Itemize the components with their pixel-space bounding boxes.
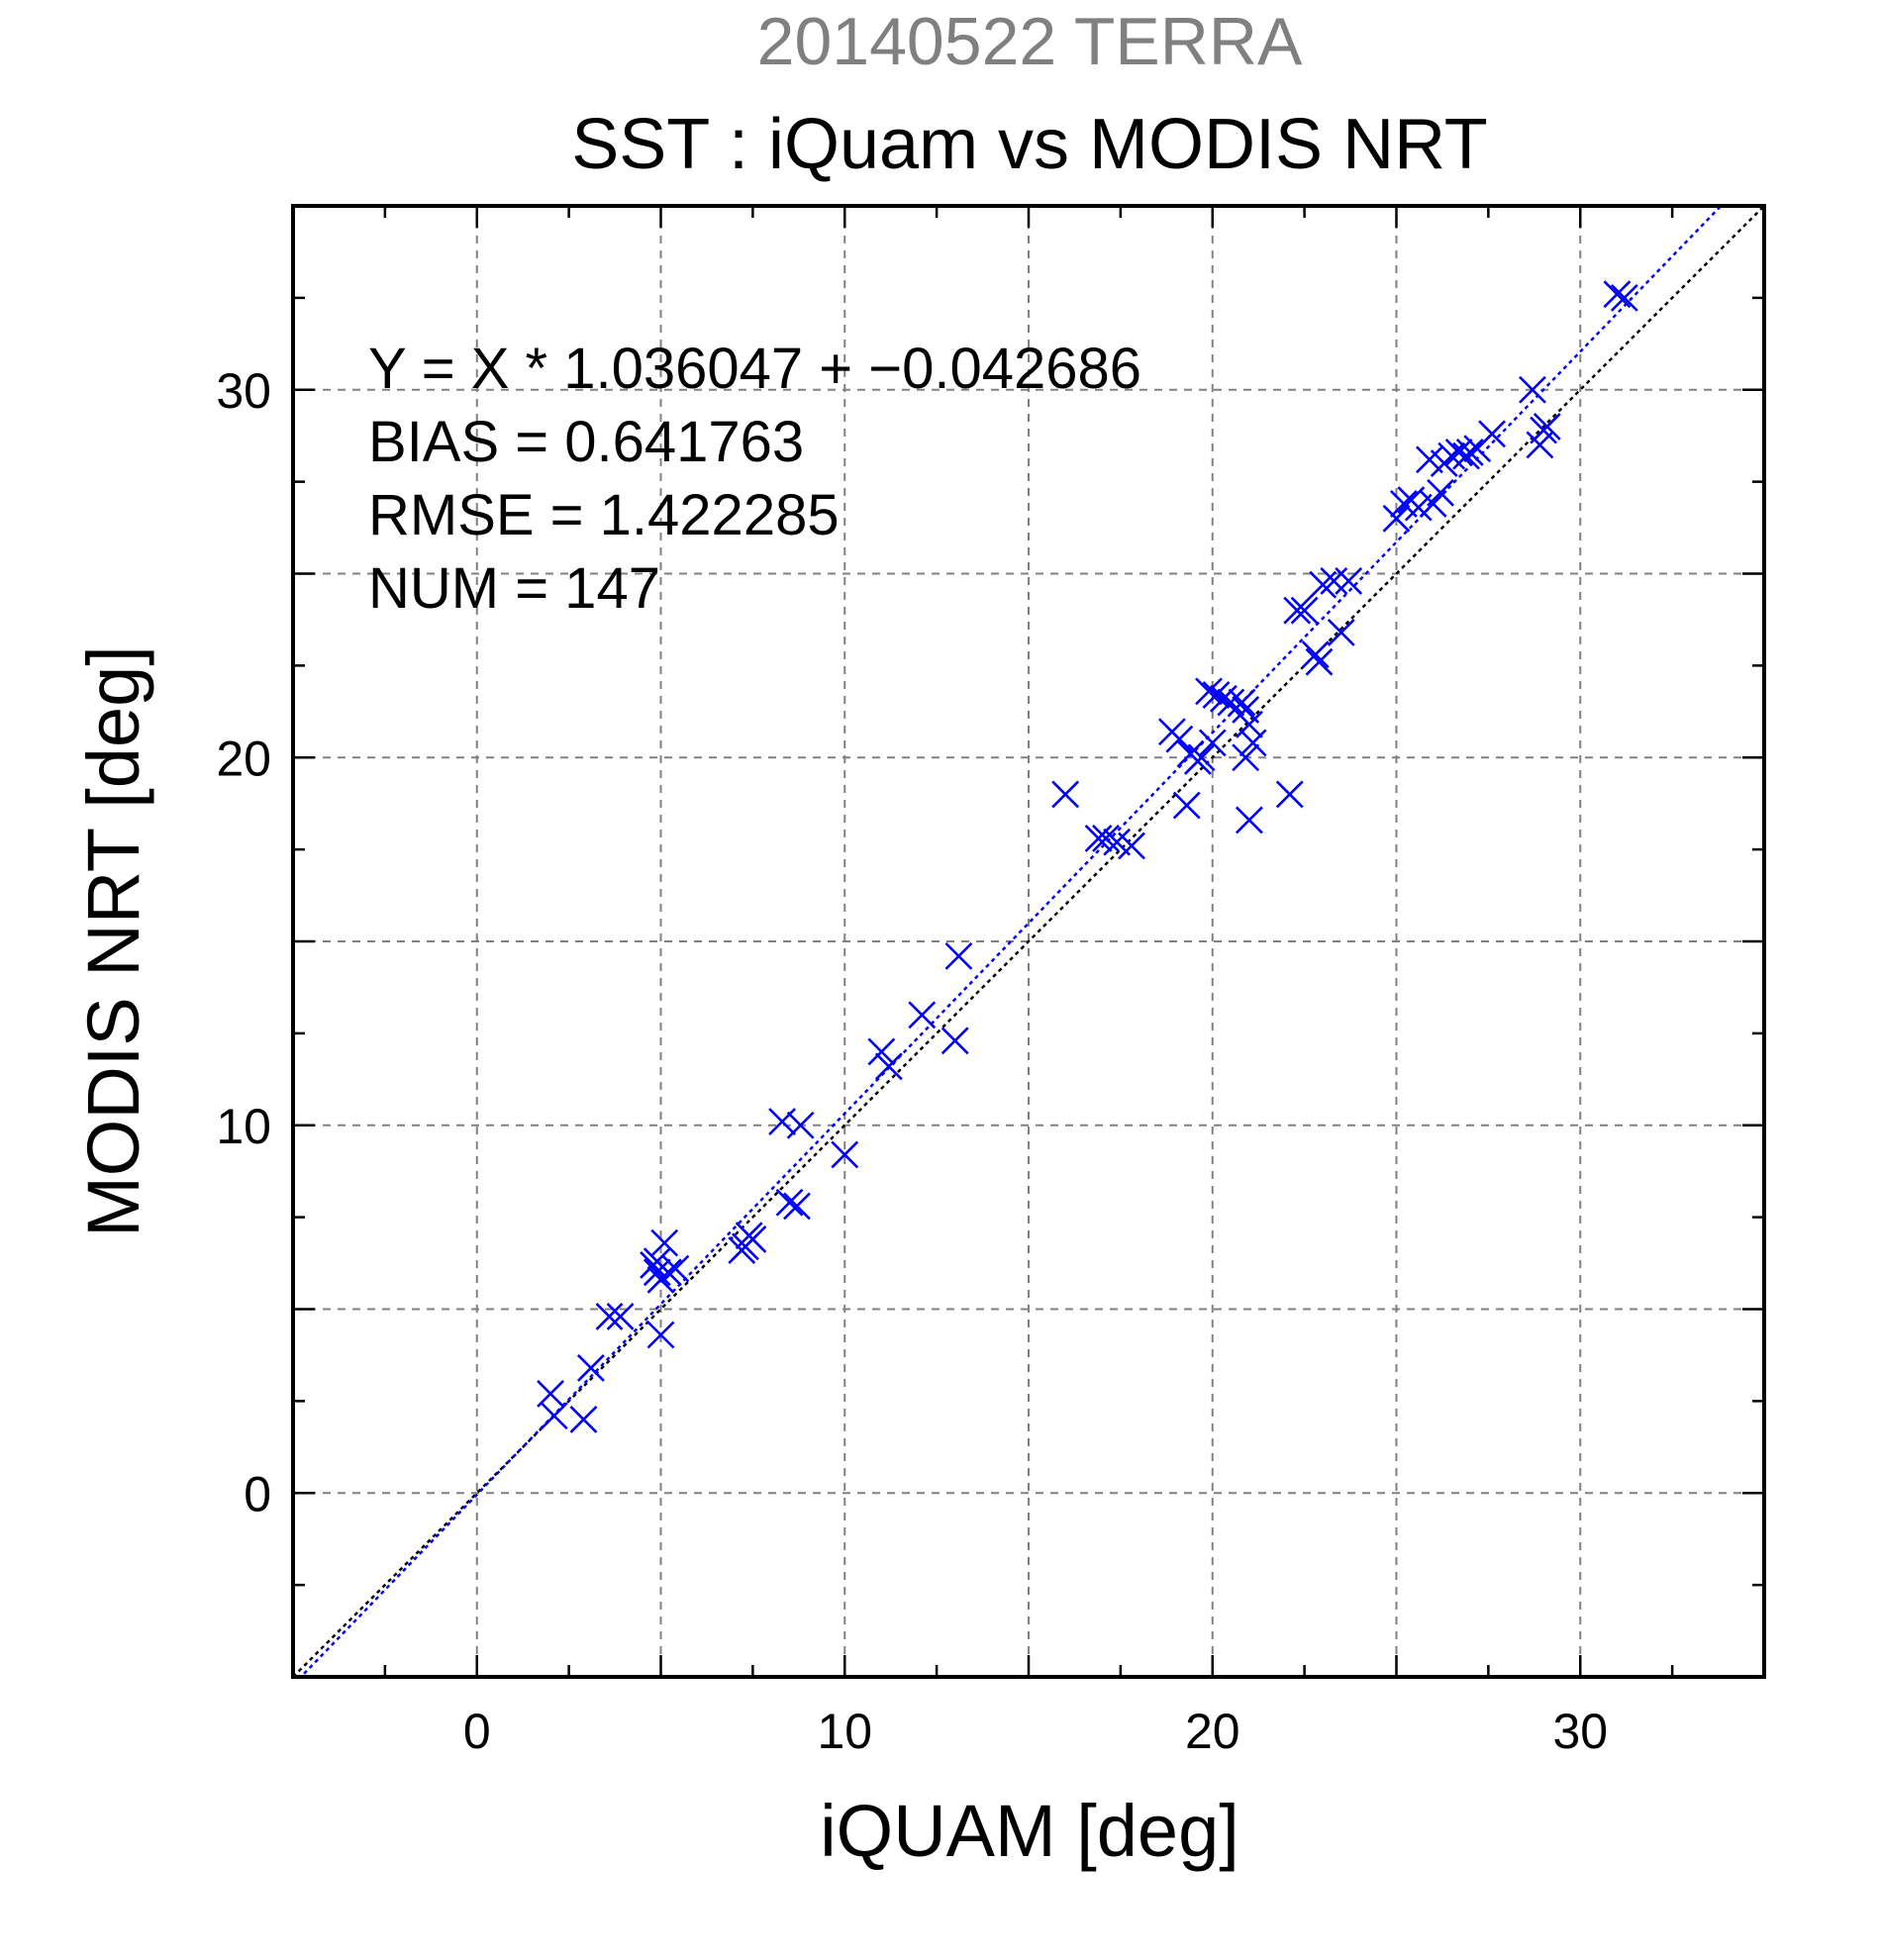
- stats-rmse: RMSE = 1.422285: [368, 483, 840, 547]
- data-point-marker: [1382, 504, 1411, 533]
- data-point-marker: [1195, 677, 1223, 706]
- stats-annotation: Y = X * 1.036047 + −0.042686 BIAS = 0.64…: [368, 337, 1141, 621]
- data-point-marker: [1235, 806, 1263, 834]
- data-point-marker: [1533, 412, 1561, 441]
- data-point-marker: [1444, 438, 1473, 466]
- data-point-marker: [1228, 688, 1256, 717]
- reference-lines: [293, 206, 1764, 1677]
- data-point-marker: [1327, 619, 1355, 646]
- data-point-marker: [595, 1303, 624, 1330]
- identity-line: [293, 206, 1764, 1677]
- data-point-marker: [1092, 825, 1120, 852]
- data-point-marker: [1283, 596, 1312, 625]
- data-point-marker: [1084, 825, 1113, 852]
- data-point-marker: [643, 1258, 671, 1287]
- data-point-marker: [1437, 441, 1466, 470]
- data-points: [537, 280, 1638, 1433]
- data-point-marker: [1202, 681, 1231, 710]
- data-point-marker: [908, 1001, 937, 1029]
- data-point-marker: [874, 1052, 903, 1081]
- data-point-marker: [867, 1037, 896, 1066]
- data-point-marker: [1209, 684, 1238, 713]
- data-point-marker: [1427, 478, 1454, 507]
- data-point-marker: [783, 1192, 811, 1221]
- data-point-marker: [1198, 729, 1227, 757]
- data-point-marker: [1290, 596, 1319, 625]
- data-point-marker: [1118, 832, 1145, 860]
- data-point-marker: [537, 1380, 564, 1408]
- x-tick-label: 0: [463, 1704, 491, 1759]
- data-point-marker: [646, 1321, 675, 1349]
- data-point-marker: [1051, 780, 1080, 809]
- grid-lines: [293, 206, 1764, 1677]
- data-point-marker: [786, 1111, 815, 1139]
- y-tick-label: 10: [216, 1099, 271, 1154]
- data-point-marker: [1478, 420, 1507, 448]
- data-point-marker: [944, 941, 973, 970]
- data-point-marker: [1275, 780, 1304, 809]
- chart-supertitle: 20140522 TERRA: [757, 4, 1303, 79]
- data-point-marker: [1455, 438, 1484, 466]
- data-point-marker: [1305, 647, 1334, 676]
- x-tick-label: 30: [1552, 1704, 1608, 1759]
- x-tick-label: 20: [1185, 1704, 1240, 1759]
- x-axis-label: iQUAM [deg]: [820, 1790, 1239, 1872]
- plot-frame: [291, 204, 1766, 1679]
- data-point-marker: [768, 1108, 797, 1135]
- data-point-marker: [650, 1228, 679, 1257]
- data-point-marker: [1232, 743, 1260, 772]
- data-point-marker: [606, 1303, 635, 1330]
- stats-num: NUM = 147: [368, 556, 660, 621]
- tick-labels: 0 10 20 30 0 10 20 30: [216, 363, 1608, 1759]
- data-point-marker: [831, 1140, 859, 1169]
- data-point-marker: [739, 1225, 767, 1253]
- data-point-marker: [1519, 375, 1546, 404]
- y-tick-label: 30: [216, 363, 271, 419]
- data-point-marker: [1320, 567, 1348, 595]
- data-point-marker: [661, 1254, 690, 1283]
- data-point-marker: [1603, 280, 1632, 309]
- x-tick-label: 10: [817, 1704, 872, 1759]
- data-point-marker: [540, 1402, 568, 1430]
- data-point-marker: [569, 1406, 598, 1433]
- data-point-marker: [1165, 725, 1194, 753]
- data-point-marker: [576, 1354, 605, 1382]
- data-point-marker: [654, 1258, 682, 1287]
- y-tick-label: 20: [216, 731, 271, 786]
- data-point-marker: [1187, 743, 1216, 772]
- data-point-marker: [1309, 570, 1337, 599]
- data-point-marker: [1335, 567, 1363, 595]
- y-tick-label: 0: [244, 1466, 271, 1521]
- data-point-marker: [775, 1188, 804, 1217]
- data-point-marker: [1217, 688, 1245, 717]
- data-point-marker: [1301, 640, 1330, 669]
- data-point-marker: [1610, 283, 1638, 312]
- y-axis-label: MODIS NRT [deg]: [72, 645, 154, 1237]
- data-point-marker: [1238, 729, 1267, 757]
- data-point-marker: [1172, 791, 1201, 820]
- stats-bias: BIAS = 0.641763: [368, 410, 804, 474]
- chart-title: SST : iQuam vs MODIS NRT: [571, 105, 1488, 184]
- data-point-marker: [940, 1027, 969, 1055]
- data-point-marker: [1235, 710, 1263, 738]
- stats-fit-equation: Y = X * 1.036047 + −0.042686: [368, 337, 1141, 401]
